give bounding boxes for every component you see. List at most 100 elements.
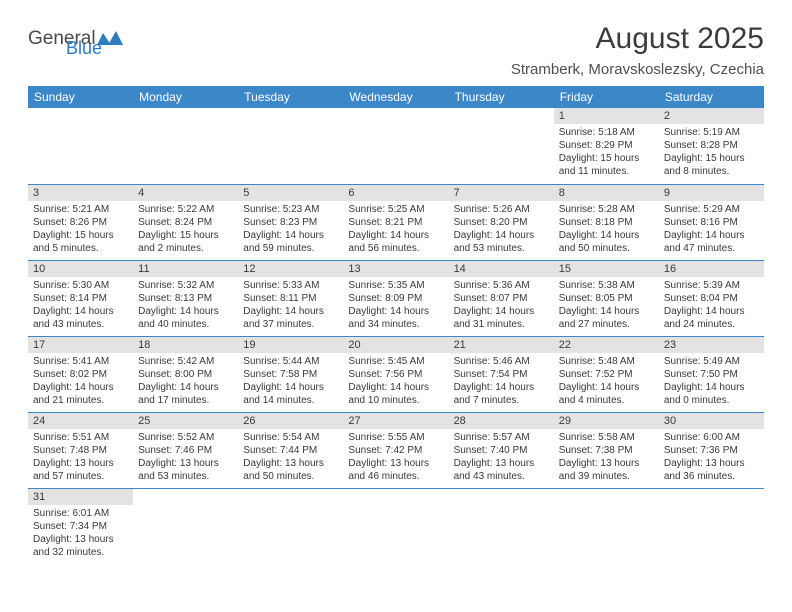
day-details: Sunrise: 5:35 AMSunset: 8:09 PMDaylight:… — [343, 277, 448, 334]
calendar-cell — [238, 488, 343, 564]
day-details: Sunrise: 5:33 AMSunset: 8:11 PMDaylight:… — [238, 277, 343, 334]
day-details: Sunrise: 5:39 AMSunset: 8:04 PMDaylight:… — [659, 277, 764, 334]
calendar-cell — [554, 488, 659, 564]
day-number: 22 — [554, 337, 659, 353]
day-details: Sunrise: 5:54 AMSunset: 7:44 PMDaylight:… — [238, 429, 343, 486]
day-number: 20 — [343, 337, 448, 353]
day-details: Sunrise: 5:29 AMSunset: 8:16 PMDaylight:… — [659, 201, 764, 258]
day-header: Saturday — [659, 86, 764, 108]
day-number: 19 — [238, 337, 343, 353]
calendar-cell: 25Sunrise: 5:52 AMSunset: 7:46 PMDayligh… — [133, 412, 238, 488]
calendar-cell: 24Sunrise: 5:51 AMSunset: 7:48 PMDayligh… — [28, 412, 133, 488]
calendar-cell: 30Sunrise: 6:00 AMSunset: 7:36 PMDayligh… — [659, 412, 764, 488]
day-number — [343, 489, 448, 505]
day-number: 2 — [659, 108, 764, 124]
day-number: 9 — [659, 185, 764, 201]
day-number: 23 — [659, 337, 764, 353]
day-details: Sunrise: 5:32 AMSunset: 8:13 PMDaylight:… — [133, 277, 238, 334]
day-details: Sunrise: 5:28 AMSunset: 8:18 PMDaylight:… — [554, 201, 659, 258]
day-details: Sunrise: 5:46 AMSunset: 7:54 PMDaylight:… — [449, 353, 554, 410]
calendar-cell — [343, 488, 448, 564]
day-number: 3 — [28, 185, 133, 201]
day-number: 13 — [343, 261, 448, 277]
day-number — [343, 108, 448, 124]
calendar-cell: 9Sunrise: 5:29 AMSunset: 8:16 PMDaylight… — [659, 184, 764, 260]
day-number: 21 — [449, 337, 554, 353]
day-details: Sunrise: 5:45 AMSunset: 7:56 PMDaylight:… — [343, 353, 448, 410]
day-number — [133, 489, 238, 505]
brand-part2: Blue — [66, 38, 102, 59]
calendar-cell: 7Sunrise: 5:26 AMSunset: 8:20 PMDaylight… — [449, 184, 554, 260]
calendar-table: SundayMondayTuesdayWednesdayThursdayFrid… — [28, 86, 764, 564]
day-header: Monday — [133, 86, 238, 108]
calendar-cell — [28, 108, 133, 184]
day-number: 5 — [238, 185, 343, 201]
calendar-cell: 3Sunrise: 5:21 AMSunset: 8:26 PMDaylight… — [28, 184, 133, 260]
day-details: Sunrise: 5:44 AMSunset: 7:58 PMDaylight:… — [238, 353, 343, 410]
day-number: 31 — [28, 489, 133, 505]
calendar-cell: 1Sunrise: 5:18 AMSunset: 8:29 PMDaylight… — [554, 108, 659, 184]
calendar-cell — [238, 108, 343, 184]
calendar-cell: 22Sunrise: 5:48 AMSunset: 7:52 PMDayligh… — [554, 336, 659, 412]
day-number: 16 — [659, 261, 764, 277]
calendar-cell — [449, 108, 554, 184]
calendar-cell: 5Sunrise: 5:23 AMSunset: 8:23 PMDaylight… — [238, 184, 343, 260]
day-header: Sunday — [28, 86, 133, 108]
day-number — [449, 108, 554, 124]
day-number — [554, 489, 659, 505]
day-number: 24 — [28, 413, 133, 429]
calendar-cell: 26Sunrise: 5:54 AMSunset: 7:44 PMDayligh… — [238, 412, 343, 488]
day-number: 6 — [343, 185, 448, 201]
calendar-cell: 12Sunrise: 5:33 AMSunset: 8:11 PMDayligh… — [238, 260, 343, 336]
day-number: 25 — [133, 413, 238, 429]
day-details: Sunrise: 5:38 AMSunset: 8:05 PMDaylight:… — [554, 277, 659, 334]
location-subtitle: Stramberk, Moravskoslezsky, Czechia — [28, 61, 764, 78]
day-details: Sunrise: 5:30 AMSunset: 8:14 PMDaylight:… — [28, 277, 133, 334]
day-header: Wednesday — [343, 86, 448, 108]
calendar-cell: 8Sunrise: 5:28 AMSunset: 8:18 PMDaylight… — [554, 184, 659, 260]
day-details: Sunrise: 6:00 AMSunset: 7:36 PMDaylight:… — [659, 429, 764, 486]
day-header: Tuesday — [238, 86, 343, 108]
day-number — [449, 489, 554, 505]
calendar-cell: 28Sunrise: 5:57 AMSunset: 7:40 PMDayligh… — [449, 412, 554, 488]
day-number: 27 — [343, 413, 448, 429]
calendar-cell — [449, 488, 554, 564]
day-header: Thursday — [449, 86, 554, 108]
calendar-cell: 23Sunrise: 5:49 AMSunset: 7:50 PMDayligh… — [659, 336, 764, 412]
calendar-cell: 6Sunrise: 5:25 AMSunset: 8:21 PMDaylight… — [343, 184, 448, 260]
calendar-cell: 18Sunrise: 5:42 AMSunset: 8:00 PMDayligh… — [133, 336, 238, 412]
day-number — [238, 489, 343, 505]
day-number: 14 — [449, 261, 554, 277]
day-number — [238, 108, 343, 124]
day-details: Sunrise: 5:22 AMSunset: 8:24 PMDaylight:… — [133, 201, 238, 258]
calendar-cell: 27Sunrise: 5:55 AMSunset: 7:42 PMDayligh… — [343, 412, 448, 488]
calendar-cell: 15Sunrise: 5:38 AMSunset: 8:05 PMDayligh… — [554, 260, 659, 336]
day-details: Sunrise: 5:36 AMSunset: 8:07 PMDaylight:… — [449, 277, 554, 334]
calendar-cell: 20Sunrise: 5:45 AMSunset: 7:56 PMDayligh… — [343, 336, 448, 412]
day-number: 29 — [554, 413, 659, 429]
day-details: Sunrise: 5:52 AMSunset: 7:46 PMDaylight:… — [133, 429, 238, 486]
day-details: Sunrise: 5:23 AMSunset: 8:23 PMDaylight:… — [238, 201, 343, 258]
page-title: August 2025 — [596, 22, 764, 56]
day-details: Sunrise: 5:49 AMSunset: 7:50 PMDaylight:… — [659, 353, 764, 410]
day-number: 8 — [554, 185, 659, 201]
day-number: 26 — [238, 413, 343, 429]
day-details: Sunrise: 6:01 AMSunset: 7:34 PMDaylight:… — [28, 505, 133, 562]
day-number: 12 — [238, 261, 343, 277]
calendar-cell — [659, 488, 764, 564]
day-number: 18 — [133, 337, 238, 353]
day-number: 10 — [28, 261, 133, 277]
day-details: Sunrise: 5:58 AMSunset: 7:38 PMDaylight:… — [554, 429, 659, 486]
calendar-cell: 10Sunrise: 5:30 AMSunset: 8:14 PMDayligh… — [28, 260, 133, 336]
day-details: Sunrise: 5:48 AMSunset: 7:52 PMDaylight:… — [554, 353, 659, 410]
day-number: 1 — [554, 108, 659, 124]
calendar-cell: 2Sunrise: 5:19 AMSunset: 8:28 PMDaylight… — [659, 108, 764, 184]
day-details: Sunrise: 5:19 AMSunset: 8:28 PMDaylight:… — [659, 124, 764, 181]
day-details: Sunrise: 5:42 AMSunset: 8:00 PMDaylight:… — [133, 353, 238, 410]
day-number — [28, 108, 133, 124]
day-number — [659, 489, 764, 505]
calendar-cell: 4Sunrise: 5:22 AMSunset: 8:24 PMDaylight… — [133, 184, 238, 260]
calendar-cell: 13Sunrise: 5:35 AMSunset: 8:09 PMDayligh… — [343, 260, 448, 336]
calendar-cell — [133, 108, 238, 184]
calendar-cell: 14Sunrise: 5:36 AMSunset: 8:07 PMDayligh… — [449, 260, 554, 336]
